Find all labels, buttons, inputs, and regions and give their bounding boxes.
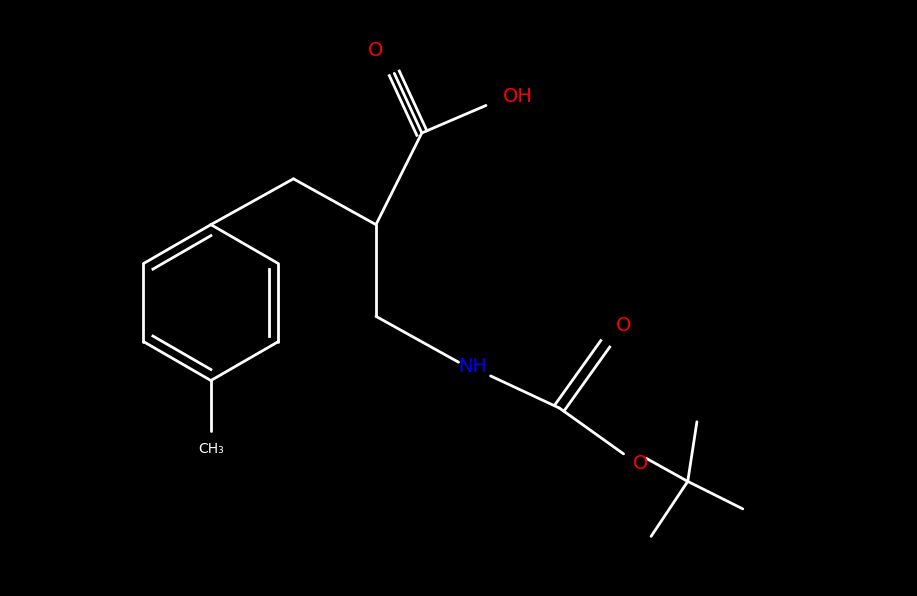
Text: OH: OH — [503, 87, 533, 105]
Text: O: O — [616, 316, 631, 335]
Text: NH: NH — [458, 357, 487, 376]
Text: CH₃: CH₃ — [198, 442, 224, 457]
Text: O: O — [369, 41, 383, 60]
Text: O: O — [633, 454, 647, 473]
